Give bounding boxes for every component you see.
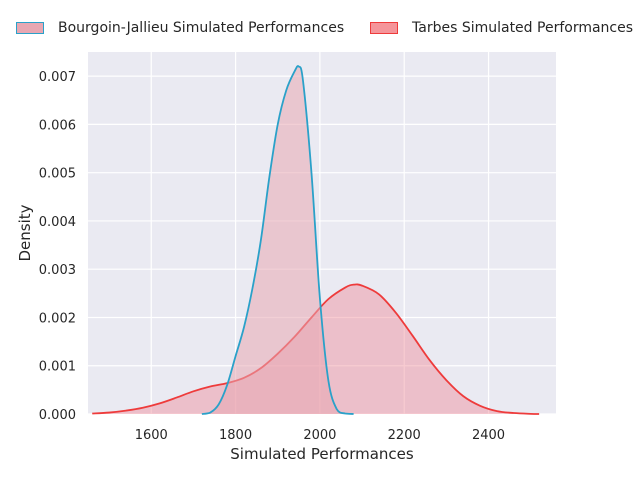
x-tick-label: 1600 bbox=[135, 428, 168, 443]
y-tick-label: 0.004 bbox=[39, 215, 76, 230]
legend-item-bourgoin-jallieu: Bourgoin-Jallieu Simulated Performances bbox=[16, 20, 344, 36]
y-axis-label: Density bbox=[16, 204, 34, 261]
y-tick-label: 0.006 bbox=[39, 118, 76, 133]
legend-label-tarbes: Tarbes Simulated Performances bbox=[412, 20, 634, 36]
legend-item-tarbes: Tarbes Simulated Performances bbox=[370, 20, 633, 36]
density-line-bourgoin-jallieu bbox=[201, 65, 354, 415]
y-tick-label: 0.005 bbox=[39, 167, 76, 182]
grid-layer bbox=[88, 52, 556, 415]
y-tick-label: 0.001 bbox=[39, 360, 76, 375]
x-tick-label: 1800 bbox=[219, 428, 252, 443]
legend-swatch-bourgoin-jallieu bbox=[16, 22, 44, 34]
x-tick-label: 2400 bbox=[472, 428, 505, 443]
chart-legend: Bourgoin-Jallieu Simulated Performances … bbox=[0, 18, 640, 42]
density-line-tarbes bbox=[92, 283, 540, 415]
legend-label-bourgoin-jallieu: Bourgoin-Jallieu Simulated Performances bbox=[58, 20, 345, 36]
y-tick-label: 0.007 bbox=[39, 70, 76, 85]
y-tick-label: 0.000 bbox=[39, 408, 76, 423]
legend-swatch-tarbes bbox=[370, 22, 398, 34]
y-tick-label: 0.003 bbox=[39, 263, 76, 278]
y-tick-label: 0.002 bbox=[39, 311, 76, 326]
x-tick-label: 2200 bbox=[388, 428, 421, 443]
x-tick-label: 2000 bbox=[303, 428, 336, 443]
series-layer bbox=[92, 65, 540, 415]
x-axis-label: Simulated Performances bbox=[230, 445, 414, 463]
tick-layer: 1600 1800 2000 2200 2400 0.000 0.001 0.002 0.003… bbox=[39, 70, 505, 443]
density-area-bourgoin-jallieu bbox=[201, 65, 354, 414]
